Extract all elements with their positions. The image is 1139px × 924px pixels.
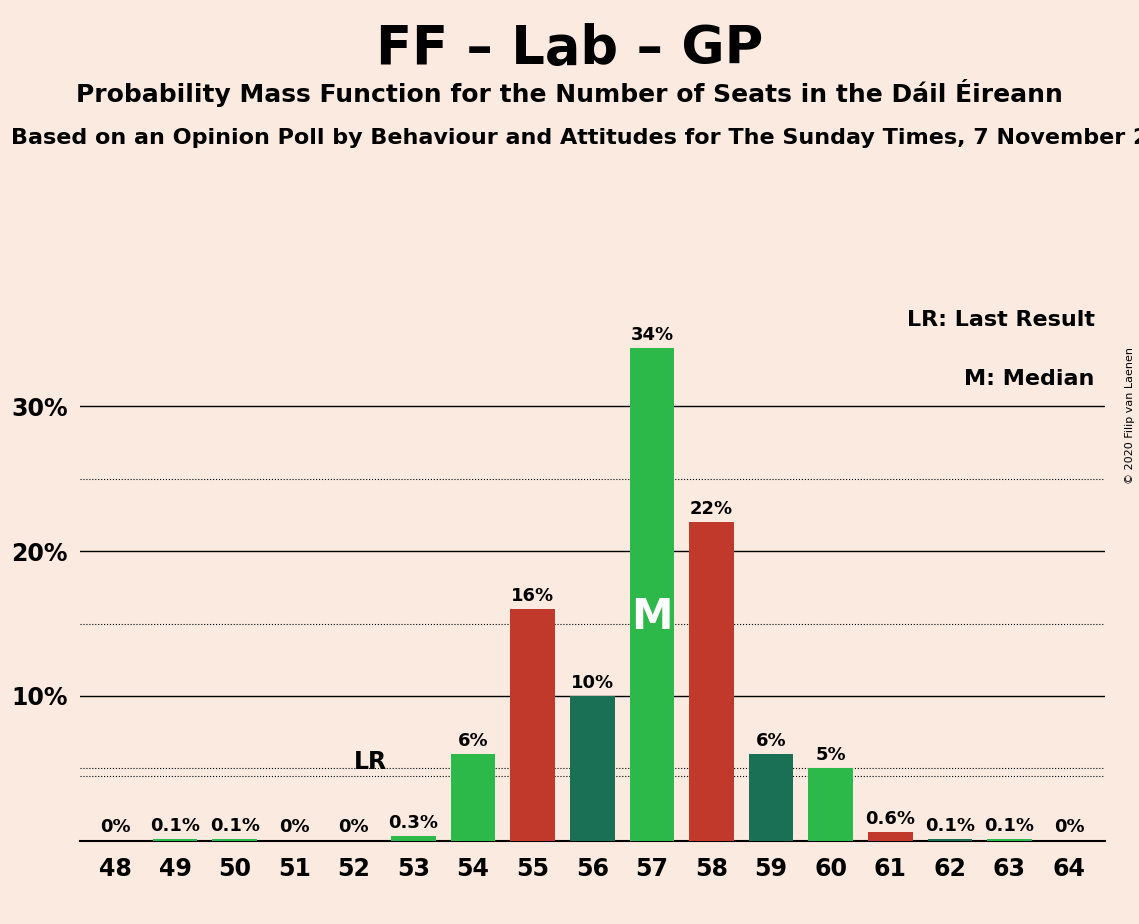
- Text: 0.1%: 0.1%: [925, 817, 975, 835]
- Text: 0%: 0%: [1054, 819, 1084, 836]
- Text: 16%: 16%: [511, 587, 555, 604]
- Text: 0%: 0%: [338, 819, 369, 836]
- Text: 6%: 6%: [458, 732, 489, 749]
- Bar: [689, 522, 734, 841]
- Text: 0.1%: 0.1%: [150, 817, 200, 835]
- Text: 0%: 0%: [279, 819, 310, 836]
- Bar: [510, 609, 555, 841]
- Text: 0.1%: 0.1%: [984, 817, 1034, 835]
- Bar: [570, 696, 615, 841]
- Bar: [391, 836, 436, 841]
- Text: Based on an Opinion Poll by Behaviour and Attitudes for The Sunday Times, 7 Nove: Based on an Opinion Poll by Behaviour an…: [11, 128, 1139, 148]
- Text: 34%: 34%: [630, 326, 673, 344]
- Bar: [868, 833, 912, 841]
- Bar: [809, 769, 853, 841]
- Text: 0.6%: 0.6%: [866, 809, 916, 828]
- Bar: [451, 754, 495, 841]
- Text: © 2020 Filip van Laenen: © 2020 Filip van Laenen: [1125, 347, 1134, 484]
- Text: FF – Lab – GP: FF – Lab – GP: [376, 23, 763, 75]
- Text: 22%: 22%: [690, 500, 734, 517]
- Text: Probability Mass Function for the Number of Seats in the Dáil Éireann: Probability Mass Function for the Number…: [76, 79, 1063, 106]
- Text: M: Median: M: Median: [965, 370, 1095, 389]
- Text: LR: LR: [353, 750, 386, 774]
- Text: M: M: [631, 596, 673, 638]
- Text: LR: Last Result: LR: Last Result: [907, 310, 1095, 330]
- Text: 0.1%: 0.1%: [210, 817, 260, 835]
- Text: 10%: 10%: [571, 674, 614, 692]
- Bar: [212, 839, 257, 841]
- Bar: [153, 839, 197, 841]
- Bar: [630, 348, 674, 841]
- Text: 5%: 5%: [816, 746, 846, 764]
- Text: 0%: 0%: [100, 819, 131, 836]
- Bar: [748, 754, 794, 841]
- Text: 6%: 6%: [756, 732, 786, 749]
- Bar: [927, 839, 973, 841]
- Bar: [988, 839, 1032, 841]
- Text: 0.3%: 0.3%: [388, 814, 439, 833]
